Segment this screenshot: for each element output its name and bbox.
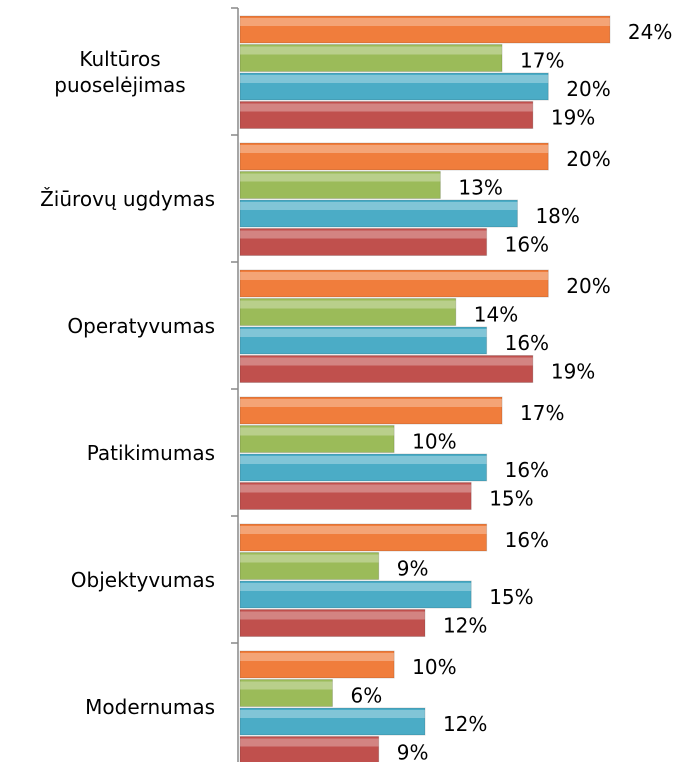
bar — [239, 171, 441, 199]
bar — [239, 425, 395, 453]
bar — [239, 228, 488, 256]
value-label: 9% — [397, 741, 429, 762]
bar-shine — [240, 681, 333, 690]
bar-shine — [240, 456, 487, 464]
value-label: 17% — [520, 401, 564, 425]
value-label: 16% — [505, 331, 549, 355]
bar — [239, 44, 503, 72]
bar-shine — [240, 738, 379, 747]
bar-shine — [240, 230, 487, 239]
bar-shine — [240, 357, 533, 366]
bar — [239, 453, 488, 482]
bar — [239, 355, 534, 383]
bar — [239, 269, 549, 298]
bar-shine — [240, 173, 441, 182]
value-label: 9% — [397, 557, 429, 581]
category-label: Modernumas — [85, 694, 215, 719]
bar-shine — [240, 103, 533, 112]
value-label: 13% — [458, 176, 502, 200]
bar — [239, 142, 549, 171]
bar-shine — [240, 399, 503, 407]
value-label: 20% — [566, 274, 610, 298]
value-label: 16% — [505, 528, 549, 552]
bar — [239, 15, 611, 44]
bar — [239, 552, 380, 580]
category-label: Žiūrovų ugdymas — [40, 186, 215, 211]
category-label: Operatyvumas — [67, 313, 215, 338]
value-label: 14% — [474, 303, 518, 327]
bar-shine — [240, 46, 503, 55]
value-label: 10% — [412, 655, 456, 679]
value-label: 15% — [489, 585, 533, 609]
value-label: 10% — [412, 430, 456, 454]
bar-shine — [240, 611, 425, 620]
bar-shine — [240, 554, 379, 563]
value-label: 20% — [566, 77, 610, 101]
bar-shine — [240, 653, 395, 661]
bar-shine — [240, 18, 610, 26]
bar-shine — [240, 710, 425, 718]
value-label: 6% — [350, 684, 382, 708]
value-label: 24% — [628, 20, 672, 44]
bar — [239, 609, 426, 637]
value-label: 12% — [443, 614, 487, 638]
value-label: 15% — [489, 487, 533, 511]
bar — [239, 72, 549, 101]
category-label: Objektyvumas — [70, 567, 215, 592]
value-label: 16% — [505, 458, 549, 482]
bar-shine — [240, 484, 472, 493]
bar-shine — [240, 583, 472, 591]
bar — [239, 298, 457, 326]
bar — [239, 650, 395, 679]
bar-shine — [240, 329, 487, 337]
value-label: 17% — [520, 49, 564, 73]
bar — [239, 707, 426, 736]
value-label: 19% — [551, 360, 595, 384]
bar-shine — [240, 300, 456, 309]
bar-shine — [240, 272, 549, 280]
bar — [239, 679, 333, 707]
bar — [239, 736, 380, 762]
category-label: Patikimumas — [86, 440, 215, 465]
bar-shine — [240, 75, 549, 83]
bar — [239, 523, 488, 552]
category-label: Kultūros puoselėjimas — [54, 46, 186, 97]
value-label: 16% — [505, 233, 549, 257]
bar-shine — [240, 202, 518, 210]
value-label: 18% — [535, 204, 579, 228]
bar — [239, 580, 472, 609]
value-label: 12% — [443, 712, 487, 736]
bar — [239, 396, 503, 425]
bar — [239, 101, 534, 129]
bar-shine — [240, 526, 487, 534]
bar — [239, 199, 518, 228]
bar-shine — [240, 427, 395, 436]
bar — [239, 326, 488, 355]
bar — [239, 482, 472, 510]
bar-shine — [240, 145, 549, 153]
value-label: 20% — [566, 147, 610, 171]
value-label: 19% — [551, 106, 595, 130]
